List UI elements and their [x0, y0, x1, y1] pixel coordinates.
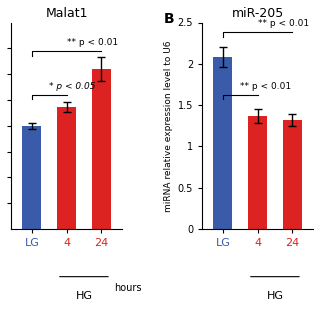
Bar [57, 107, 76, 229]
Y-axis label: miRNA relative expression level to U6: miRNA relative expression level to U6 [164, 40, 173, 212]
Bar [248, 116, 267, 229]
Bar [213, 57, 232, 229]
Bar [283, 120, 302, 229]
Text: * p < 0.05: * p < 0.05 [49, 82, 96, 91]
Text: hours: hours [115, 283, 142, 293]
Text: ** p < 0.01: ** p < 0.01 [240, 82, 292, 91]
Text: HG: HG [267, 291, 284, 301]
Text: B: B [163, 12, 174, 26]
Text: HG: HG [76, 291, 92, 301]
Bar [92, 69, 111, 229]
Title: Malat1: Malat1 [45, 7, 88, 20]
Bar [22, 126, 42, 229]
Text: ** p < 0.01: ** p < 0.01 [67, 38, 118, 47]
Title: miR-205: miR-205 [231, 7, 284, 20]
Text: ** p < 0.01: ** p < 0.01 [258, 19, 309, 28]
